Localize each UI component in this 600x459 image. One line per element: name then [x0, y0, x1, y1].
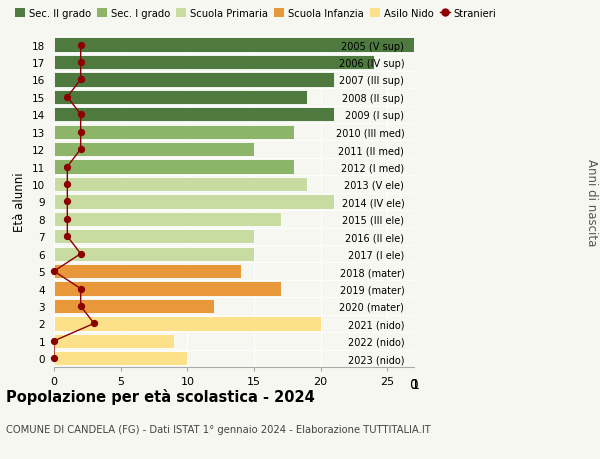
- Bar: [54, 282, 281, 296]
- Bar: [54, 299, 214, 313]
- Point: [76, 59, 85, 67]
- Point: [62, 94, 72, 101]
- Point: [49, 355, 59, 362]
- Legend: Sec. II grado, Sec. I grado, Scuola Primaria, Scuola Infanzia, Asilo Nido, Stran: Sec. II grado, Sec. I grado, Scuola Prim…: [11, 5, 500, 23]
- Point: [76, 302, 85, 310]
- Point: [62, 233, 72, 241]
- Bar: [54, 317, 320, 331]
- Point: [76, 77, 85, 84]
- Bar: [54, 247, 254, 261]
- Point: [76, 129, 85, 136]
- Bar: [54, 125, 294, 140]
- Bar: [54, 334, 174, 348]
- Text: COMUNE DI CANDELA (FG) - Dati ISTAT 1° gennaio 2024 - Elaborazione TUTTITALIA.IT: COMUNE DI CANDELA (FG) - Dati ISTAT 1° g…: [6, 425, 431, 435]
- Bar: [54, 160, 294, 174]
- Point: [76, 285, 85, 292]
- Bar: [54, 230, 254, 244]
- Point: [76, 146, 85, 153]
- Y-axis label: Età alunni: Età alunni: [13, 172, 26, 232]
- Bar: [54, 90, 307, 105]
- Point: [76, 112, 85, 119]
- Point: [49, 337, 59, 345]
- Bar: [54, 73, 334, 87]
- Point: [62, 181, 72, 188]
- Point: [62, 163, 72, 171]
- Text: Popolazione per età scolastica - 2024: Popolazione per età scolastica - 2024: [6, 388, 315, 404]
- Bar: [54, 143, 254, 157]
- Bar: [54, 108, 334, 122]
- Text: Anni di nascita: Anni di nascita: [584, 158, 598, 246]
- Point: [62, 216, 72, 223]
- Point: [89, 320, 99, 327]
- Point: [49, 268, 59, 275]
- Bar: [54, 195, 334, 209]
- Bar: [54, 264, 241, 279]
- Bar: [54, 212, 281, 226]
- Bar: [54, 38, 414, 52]
- Bar: [54, 56, 374, 70]
- Bar: [54, 178, 307, 192]
- Point: [76, 42, 85, 49]
- Point: [76, 251, 85, 258]
- Bar: [54, 352, 187, 366]
- Point: [62, 198, 72, 206]
